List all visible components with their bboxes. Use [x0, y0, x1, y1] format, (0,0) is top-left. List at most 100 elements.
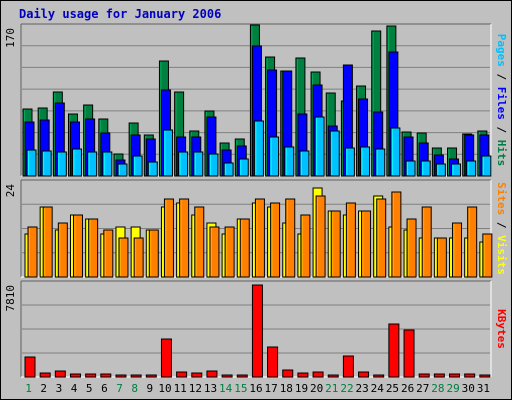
day-tick-label: 11	[174, 382, 187, 395]
pages-bar	[405, 160, 416, 177]
kbytes-bar	[464, 373, 476, 378]
day-tick-label: 24	[371, 382, 385, 395]
pages-bar	[147, 161, 158, 177]
day-tick-label: 31	[477, 382, 490, 395]
kbytes-bar	[236, 374, 248, 378]
kbytes-bar	[342, 355, 354, 378]
pages-bar	[117, 163, 128, 177]
sites-bar	[391, 191, 402, 278]
kbytes-bar	[130, 374, 142, 378]
pages-bar	[375, 148, 386, 177]
kbytes-bar	[327, 374, 339, 378]
pages-bar	[314, 116, 325, 177]
sites-bar	[148, 229, 159, 278]
day-tick-label: 1	[25, 382, 32, 395]
pages-bar	[435, 163, 446, 177]
kbytes-bar	[100, 373, 112, 378]
pages-bar	[56, 151, 67, 177]
day-tick-label: 15	[234, 382, 247, 395]
kbytes-bar	[479, 374, 491, 378]
day-tick-label: 8	[131, 382, 138, 395]
sites-bar	[270, 202, 281, 278]
pages-bar	[208, 153, 219, 177]
hits-legend: Pages / Files / Hits	[495, 34, 508, 167]
day-tick-label: 13	[204, 382, 217, 395]
sites-bar	[239, 218, 250, 278]
kbytes-bar	[433, 373, 445, 378]
kbytes-bar	[297, 372, 309, 378]
day-tick-label: 19	[295, 382, 308, 395]
pages-bar	[178, 151, 189, 177]
kbytes-bar	[221, 374, 233, 378]
pages-bar	[451, 163, 462, 177]
day-tick-label: 29	[446, 382, 459, 395]
pages-bar	[329, 130, 340, 177]
sites-bar	[436, 237, 447, 278]
kbytes-bar	[388, 323, 400, 378]
hits-legend-part: Files	[495, 87, 508, 120]
sites-bar	[330, 210, 341, 278]
sites-bar	[27, 226, 38, 278]
pages-bar	[71, 148, 82, 177]
kbytes-bar	[373, 374, 385, 378]
kbytes-legend: KBytes	[495, 309, 508, 349]
kbytes-bar	[312, 371, 324, 378]
kbytes-bar	[145, 374, 157, 378]
visits-legend-part: /	[495, 215, 508, 235]
kbytes-bar	[358, 371, 370, 378]
day-tick-label: 2	[40, 382, 47, 395]
sites-bar	[57, 222, 68, 278]
pages-bar	[269, 136, 280, 177]
sites-bar	[406, 218, 417, 278]
pages-bar	[420, 160, 431, 177]
day-tick-label: 17	[265, 382, 278, 395]
day-tick-label: 12	[189, 382, 202, 395]
kbytes-bar	[403, 329, 415, 378]
sites-bar	[361, 210, 372, 278]
day-tick-label: 6	[101, 382, 108, 395]
kbytes-legend-part: KBytes	[495, 309, 508, 349]
day-tick-label: 10	[158, 382, 171, 395]
pages-bar	[253, 120, 264, 177]
kbytes-bar	[160, 338, 172, 378]
day-tick-label: 25	[386, 382, 399, 395]
sites-bar	[315, 195, 326, 278]
kbytes-bar	[115, 374, 127, 378]
pages-bar	[299, 150, 310, 177]
chart-title: Daily usage for January 2006	[19, 7, 221, 21]
day-tick-label: 26	[401, 382, 414, 395]
hits-legend-part: Hits	[495, 140, 508, 167]
visits-legend-part: Visits	[495, 235, 508, 275]
pages-bar	[87, 151, 98, 177]
pages-bar	[162, 129, 173, 177]
sites-bar	[88, 218, 99, 278]
visits-legend: Sites / Visits	[495, 182, 508, 275]
day-tick-label: 27	[416, 382, 429, 395]
day-tick-label: 21	[325, 382, 338, 395]
day-tick-label: 4	[71, 382, 78, 395]
sites-bar	[376, 198, 387, 278]
pages-bar	[344, 147, 355, 177]
sites-bar	[482, 233, 493, 278]
kbytes-bar	[85, 373, 97, 378]
kbytes-bar	[267, 346, 279, 378]
sites-bar	[118, 237, 129, 278]
kbytes-bar	[282, 369, 294, 378]
sites-bar	[42, 206, 53, 278]
day-tick-label: 20	[310, 382, 323, 395]
pages-bar	[132, 155, 143, 177]
kbytes-bar	[206, 370, 218, 378]
kbytes-bar	[251, 284, 263, 378]
sites-bar	[133, 237, 144, 278]
sites-bar	[72, 214, 83, 278]
day-tick-label: 7	[116, 382, 123, 395]
kbytes-bar	[449, 373, 461, 378]
sites-bar	[224, 226, 235, 278]
pages-bar	[390, 127, 401, 177]
kbytes-bar	[69, 373, 81, 378]
kbytes-bar	[418, 373, 430, 378]
pages-bar	[26, 149, 37, 177]
pages-bar	[360, 146, 371, 177]
day-tick-label: 5	[86, 382, 93, 395]
kbytes-bar	[54, 370, 66, 378]
